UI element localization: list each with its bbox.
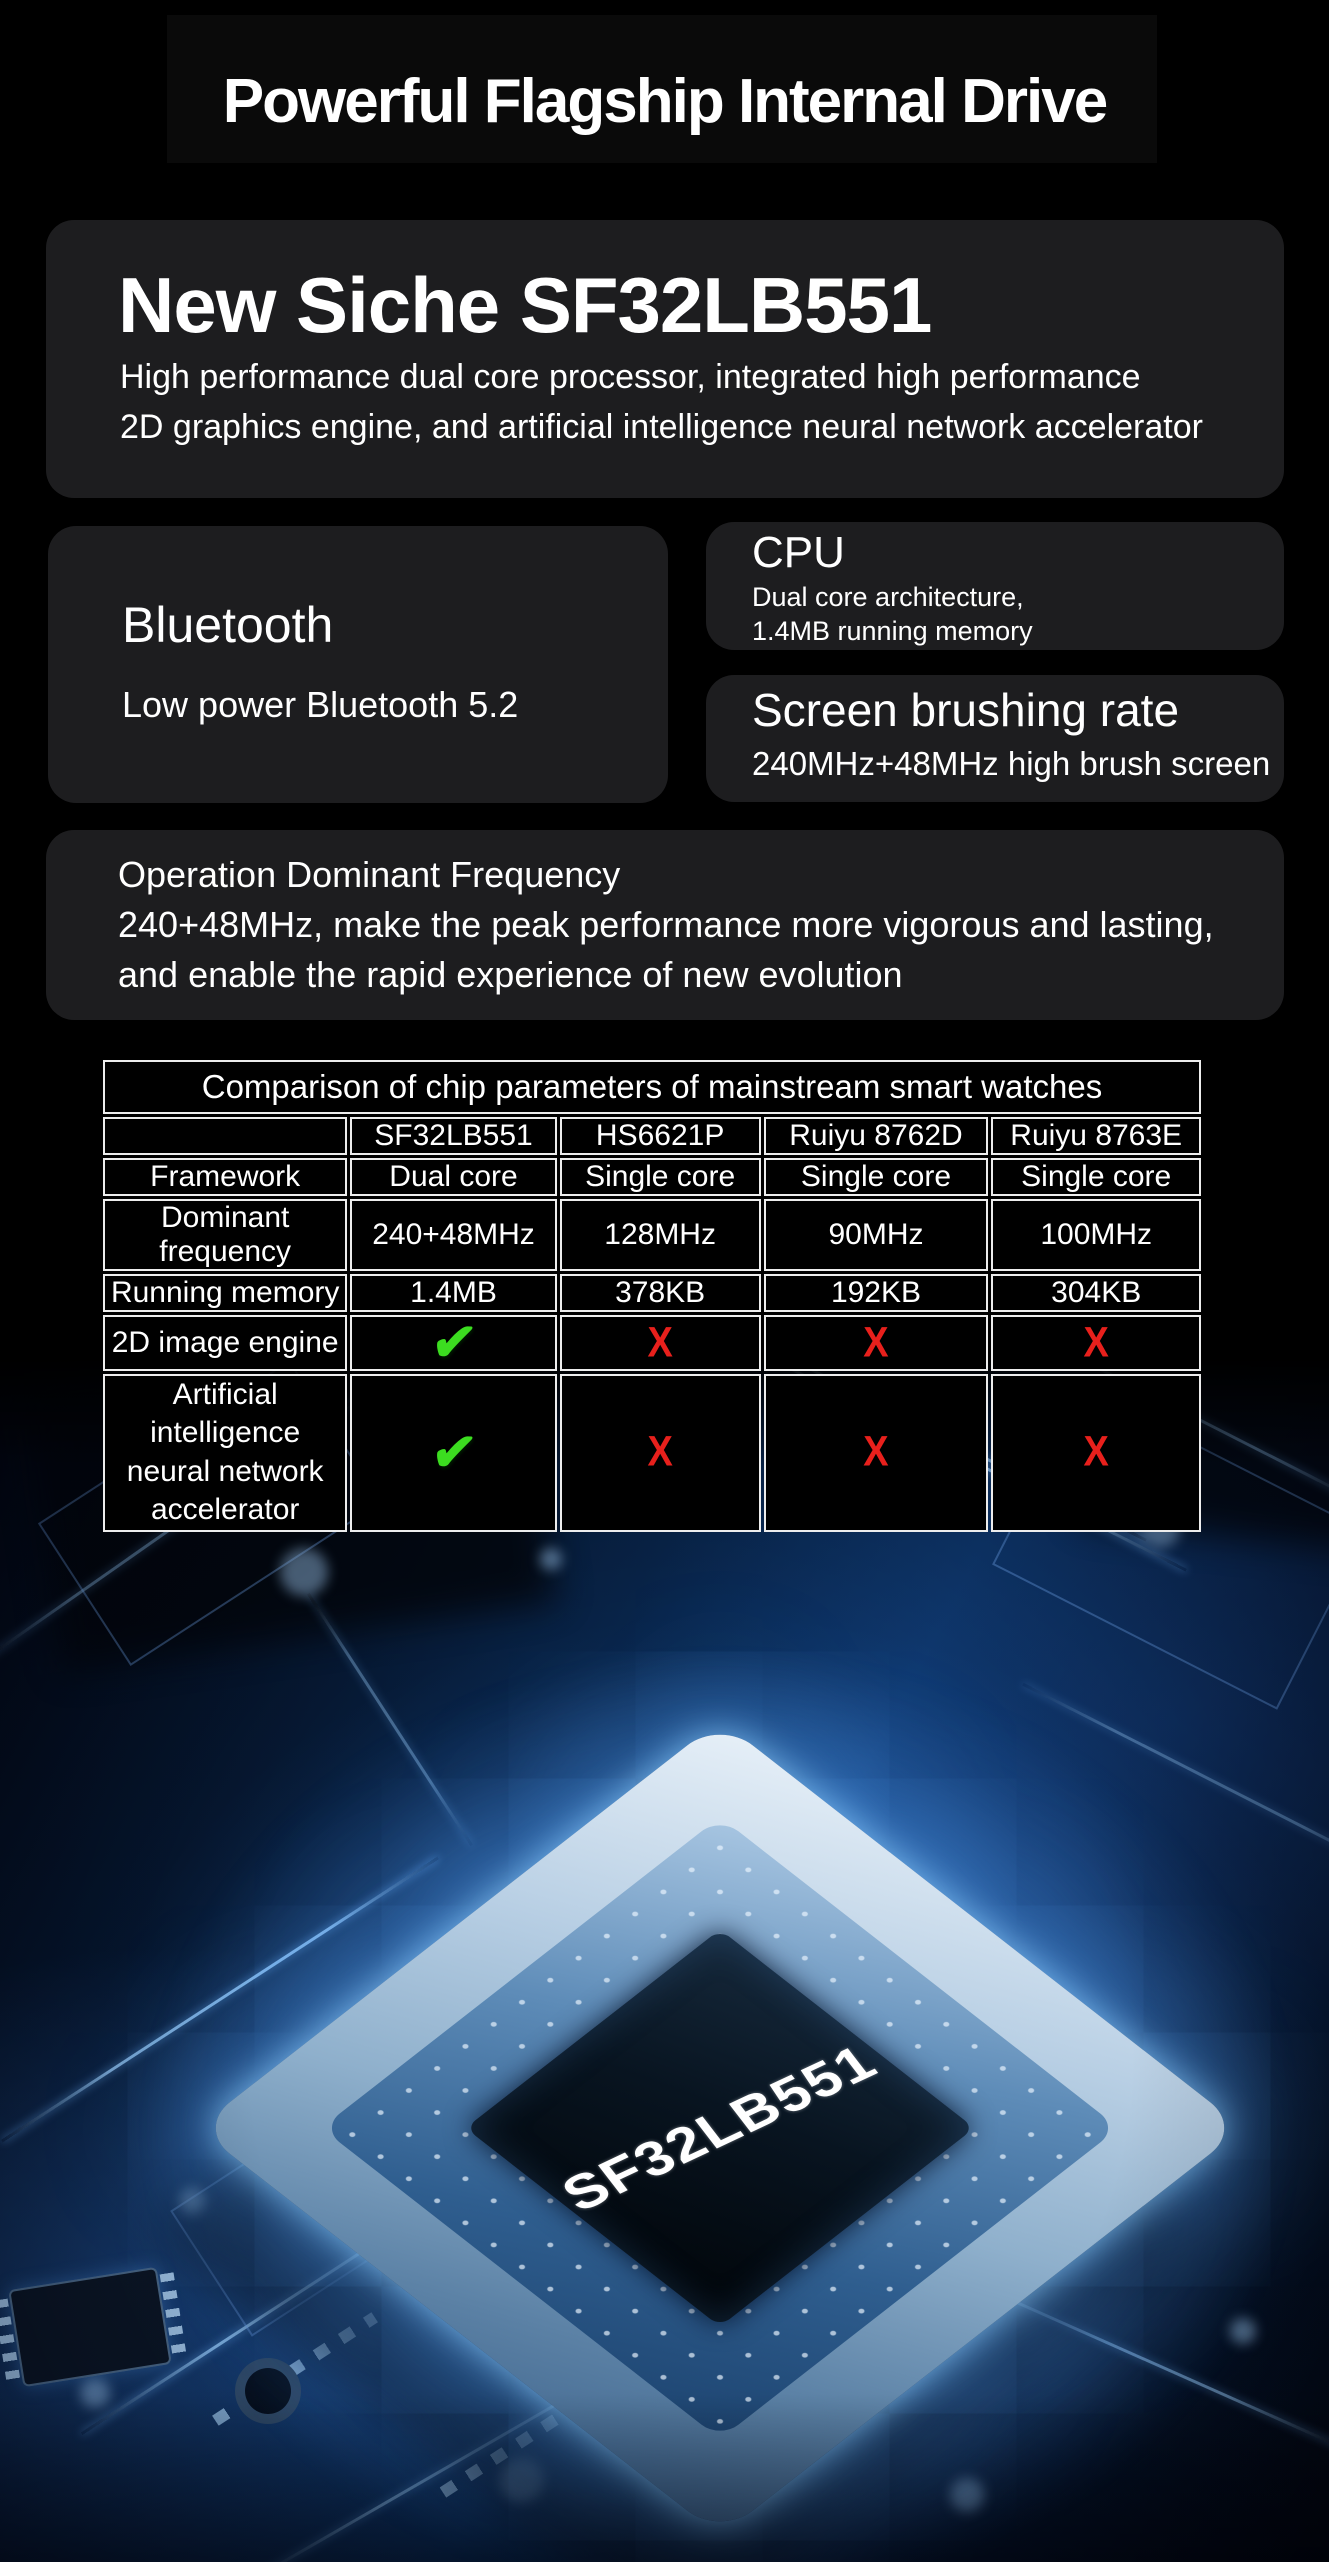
chip-die: SF32LB551 bbox=[465, 1929, 975, 2327]
cell-value: 240+48MHz bbox=[350, 1199, 557, 1271]
cell-mark: ✔ bbox=[350, 1315, 557, 1371]
cpu-card-desc-line-1: Dual core architecture, bbox=[752, 582, 1024, 612]
bokeh-light bbox=[80, 2378, 110, 2408]
bokeh-light bbox=[540, 1548, 562, 1570]
bluetooth-card-title: Bluetooth bbox=[122, 597, 334, 653]
cell-value: Dual core bbox=[350, 1158, 557, 1196]
hero-card-desc-line-2: 2D graphics engine, and artificial intel… bbox=[120, 408, 1203, 446]
table-row-framework: Framework Dual core Single core Single c… bbox=[103, 1158, 1201, 1196]
comparison-table: Comparison of chip parameters of mainstr… bbox=[100, 1057, 1204, 1535]
table-row-running-memory: Running memory 1.4MB 378KB 192KB 304KB bbox=[103, 1274, 1201, 1312]
screen-rate-card-title: Screen brushing rate bbox=[752, 684, 1180, 736]
bluetooth-card-desc: Low power Bluetooth 5.2 bbox=[122, 684, 519, 725]
row-label: Framework bbox=[103, 1158, 348, 1196]
screen-rate-card: Screen brushing rate 240MHz+48MHz high b… bbox=[706, 675, 1284, 802]
cell-mark: X bbox=[559, 1374, 761, 1532]
hero-card-desc-line-1: High performance dual core processor, in… bbox=[120, 358, 1141, 396]
cell-value: Single core bbox=[991, 1158, 1201, 1196]
bluetooth-card: Bluetooth Low power Bluetooth 5.2 bbox=[48, 526, 668, 803]
frequency-card: Operation Dominant Frequency 240+48MHz, … bbox=[46, 830, 1284, 1020]
table-header-row: SF32LB551 HS6621P Ruiyu 8762D Ruiyu 8763… bbox=[103, 1117, 1201, 1155]
column-header-hs6621p: HS6621P bbox=[559, 1117, 761, 1155]
table-row-ai-accelerator: Artificial intelligence neural network a… bbox=[103, 1374, 1201, 1532]
cell-mark: X bbox=[559, 1315, 761, 1371]
hero-card-title: New Siche SF32LB551 bbox=[118, 261, 932, 349]
cross-icon: X bbox=[647, 1318, 673, 1367]
cpu-card-title: CPU bbox=[752, 528, 845, 577]
cross-icon: X bbox=[863, 1428, 889, 1476]
cell-value: 128MHz bbox=[559, 1199, 761, 1271]
page-title: Powerful Flagship Internal Drive bbox=[222, 67, 1108, 136]
circuit-board-photo: SF32LB551 bbox=[0, 1358, 1329, 2562]
row-label: Dominant frequency bbox=[103, 1199, 348, 1271]
table-row-dominant-frequency: Dominant frequency 240+48MHz 128MHz 90MH… bbox=[103, 1199, 1201, 1271]
cpu-card: CPU Dual core architecture, 1.4MB runnin… bbox=[706, 522, 1284, 650]
cell-value: 100MHz bbox=[991, 1199, 1201, 1271]
cell-mark: X bbox=[763, 1315, 989, 1371]
row-label: Artificial intelligence neural network a… bbox=[103, 1374, 348, 1532]
cell-mark: X bbox=[763, 1374, 989, 1532]
table-title: Comparison of chip parameters of mainstr… bbox=[103, 1060, 1201, 1114]
frequency-card-line-3: and enable the rapid experience of new e… bbox=[118, 954, 903, 995]
cell-mark: ✔ bbox=[350, 1374, 557, 1532]
cell-mark: X bbox=[991, 1315, 1201, 1371]
screen-rate-card-desc: 240MHz+48MHz high brush screen bbox=[752, 745, 1271, 782]
column-header-blank bbox=[103, 1117, 348, 1155]
table-row-2d-image-engine: 2D image engine ✔ X X X bbox=[103, 1315, 1201, 1371]
cross-icon: X bbox=[1083, 1318, 1109, 1367]
cell-value: 192KB bbox=[763, 1274, 989, 1312]
row-label: Running memory bbox=[103, 1274, 348, 1312]
cell-value: Single core bbox=[763, 1158, 989, 1196]
cell-value: Single core bbox=[559, 1158, 761, 1196]
cross-icon: X bbox=[1083, 1428, 1109, 1476]
row-label: 2D image engine bbox=[103, 1315, 348, 1371]
title-panel bbox=[167, 15, 1157, 163]
cross-icon: X bbox=[863, 1318, 889, 1367]
column-header-sf32lb551: SF32LB551 bbox=[350, 1117, 557, 1155]
check-icon: ✔ bbox=[427, 1423, 480, 1482]
frequency-card-line-2: 240+48MHz, make the peak performance mor… bbox=[118, 904, 1214, 945]
hero-card: New Siche SF32LB551 High performance dua… bbox=[46, 220, 1284, 498]
frequency-card-line-1: Operation Dominant Frequency bbox=[118, 854, 621, 895]
column-header-ruiyu-8762d: Ruiyu 8762D bbox=[763, 1117, 989, 1155]
check-icon: ✔ bbox=[427, 1315, 480, 1371]
table-title-row: Comparison of chip parameters of mainstr… bbox=[103, 1060, 1201, 1114]
bokeh-light bbox=[280, 1548, 328, 1596]
cross-icon: X bbox=[647, 1428, 673, 1476]
cpu-card-desc-line-2: 1.4MB running memory bbox=[752, 616, 1033, 646]
cell-value: 304KB bbox=[991, 1274, 1201, 1312]
cell-value: 378KB bbox=[559, 1274, 761, 1312]
chip-label: SF32LB551 bbox=[551, 2034, 889, 2222]
cell-mark: X bbox=[991, 1374, 1201, 1532]
cell-value: 1.4MB bbox=[350, 1274, 557, 1312]
column-header-ruiyu-8763e: Ruiyu 8763E bbox=[991, 1117, 1201, 1155]
cell-value: 90MHz bbox=[763, 1199, 989, 1271]
